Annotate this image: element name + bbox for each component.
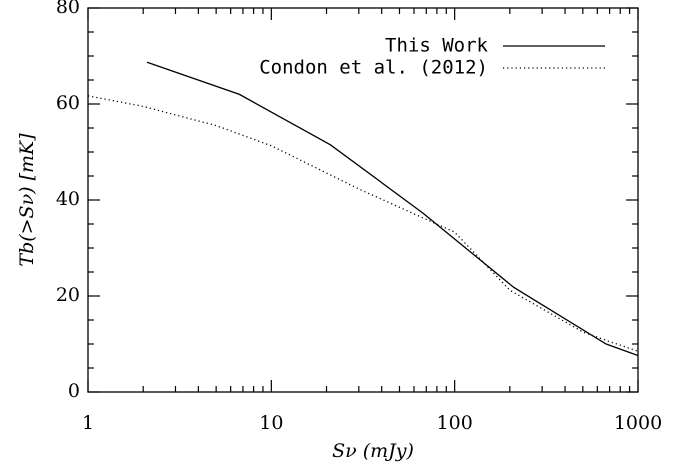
data-line	[146, 61, 639, 357]
x-tick-label: 1000	[614, 412, 662, 434]
legend-label: Condon et al. (2012)	[259, 57, 488, 79]
x-tick-label: 1	[82, 412, 94, 434]
x-tick-label: 100	[437, 412, 473, 434]
y-tick-label: 40	[56, 188, 80, 210]
y-tick-label: 60	[56, 92, 80, 114]
x-tick-label: 10	[259, 412, 283, 434]
y-axis-label: Tb(>Sν) [mK]	[16, 133, 38, 267]
y-tick-label: 0	[68, 380, 80, 402]
legend-label: This Work	[385, 35, 489, 57]
y-tick-label: 80	[56, 0, 80, 18]
x-axis-label: Sν (mJy)	[332, 440, 414, 462]
y-tick-label: 20	[56, 284, 80, 306]
data-line	[87, 95, 639, 352]
